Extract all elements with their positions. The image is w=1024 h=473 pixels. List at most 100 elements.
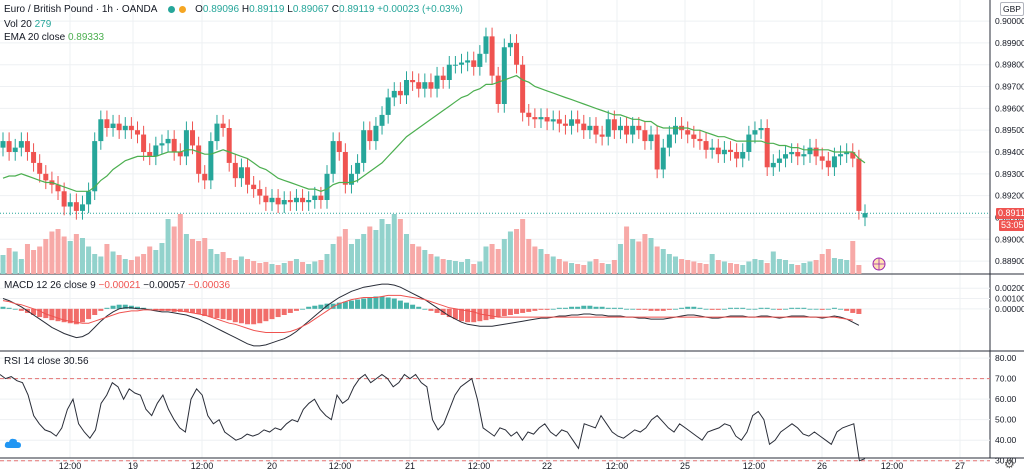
macd-histogram-bar: [300, 308, 306, 310]
macd-histogram-bar: [416, 306, 422, 309]
volume-bar: [73, 234, 79, 274]
macd-histogram-bar: [116, 304, 122, 309]
candle-body: [18, 141, 24, 148]
status-dot-icon-2: [178, 5, 186, 13]
candle-body: [373, 125, 379, 142]
open-value: 0.89096: [202, 4, 240, 15]
status-dot-icon: [167, 5, 175, 13]
volume-bar: [6, 248, 12, 274]
volume-legend[interactable]: Vol 20 279: [4, 19, 51, 31]
macd-histogram-bar: [740, 307, 746, 309]
volume-bar: [18, 259, 24, 274]
rsi-line: [0, 373, 866, 462]
ema-legend[interactable]: EMA 20 close 0.89333: [4, 32, 104, 44]
volume-bar: [281, 263, 287, 274]
candle-body: [844, 152, 850, 155]
rsi-legend[interactable]: RSI 14 close 30.56: [4, 356, 89, 368]
macd-histogram-bar: [813, 308, 819, 310]
volume-bar: [734, 264, 740, 274]
candle-body: [116, 123, 122, 131]
currency-badge[interactable]: GBP: [1000, 2, 1024, 16]
candle-body: [147, 152, 153, 157]
candle-body: [110, 123, 116, 128]
candle-body: [391, 90, 397, 98]
macd-histogram-bar: [67, 308, 73, 324]
candle-body: [336, 141, 342, 152]
macd-histogram-bar: [514, 308, 520, 314]
macd-histogram-bar: [342, 301, 348, 309]
macd-histogram-bar: [434, 308, 440, 313]
volume-bar: [110, 251, 116, 274]
candle-body: [0, 141, 6, 148]
macd-tick-label: 0.00000: [995, 304, 1024, 314]
candle-body: [177, 152, 183, 157]
interval-label[interactable]: 1h: [101, 4, 113, 15]
volume-bar: [459, 262, 465, 274]
volume-bar: [697, 263, 703, 274]
volume-bar: [666, 254, 672, 274]
macd-histogram-bar: [758, 307, 764, 309]
volume-bar: [92, 254, 98, 274]
volume-bar: [581, 265, 587, 274]
candle-body: [434, 75, 440, 89]
volume-bar: [61, 236, 67, 274]
volume-bar: [293, 259, 299, 274]
symbol-name[interactable]: Euro / British Pound: [4, 4, 93, 15]
symbol-legend: Euro / British Pound · 1h · OANDA O0.890…: [4, 4, 463, 15]
time-tick-label: 12:00: [606, 461, 629, 471]
time-tick-label: 27: [955, 461, 965, 471]
volume-bar: [269, 264, 275, 274]
macd-histogram-bar: [86, 308, 92, 320]
candle-body: [465, 60, 471, 63]
candle-body: [24, 141, 30, 152]
macd-histogram-bar: [630, 308, 636, 310]
rsi-tick-label: 30.00: [995, 456, 1017, 466]
macd-histogram-bar: [361, 298, 367, 309]
candle-body: [636, 125, 642, 131]
candle-body: [306, 200, 312, 203]
volume-bar: [245, 259, 251, 274]
volume-bar: [67, 241, 73, 274]
cloud-icon[interactable]: [4, 437, 22, 449]
macd-histogram-bar: [654, 308, 660, 311]
macd-histogram-bar: [263, 308, 269, 322]
macd-histogram-bar: [306, 306, 312, 309]
candle-body: [6, 141, 12, 152]
volume-bar: [660, 249, 666, 274]
volume-bar: [672, 256, 678, 274]
volume-bar: [538, 249, 544, 274]
macd-signal-line: [2, 294, 853, 333]
candle-body: [422, 82, 428, 89]
volume-bar: [825, 249, 831, 274]
volume-bar: [715, 260, 721, 274]
candle-body: [379, 114, 385, 126]
candle-body: [776, 158, 782, 163]
macd-histogram-bar: [336, 302, 342, 309]
macd-histogram-bar: [6, 307, 12, 309]
volume-bar: [501, 239, 507, 274]
candle-body: [208, 141, 214, 181]
high-label: H: [241, 4, 250, 15]
volume-bar: [642, 234, 648, 274]
macd-histogram-bar: [61, 308, 67, 323]
candle-body: [342, 152, 348, 185]
volume-bar: [770, 251, 776, 274]
volume-bar: [385, 224, 391, 274]
candle-body: [92, 141, 98, 192]
candle-body: [471, 60, 477, 67]
macd-histogram-bar: [459, 308, 465, 322]
macd-histogram-bar: [208, 308, 214, 318]
candle-body: [489, 36, 495, 76]
globe-icon[interactable]: [872, 257, 886, 271]
volume-bar: [410, 244, 416, 274]
candle-body: [721, 149, 727, 155]
candle-body: [257, 189, 263, 196]
candle-body: [275, 197, 281, 205]
volume-bar: [312, 261, 318, 274]
volume-bar: [238, 256, 244, 274]
macd-legend[interactable]: MACD 12 26 close 9 −0.00021 −0.00057 −0.…: [4, 280, 230, 292]
candle-body: [599, 134, 605, 137]
volume-bar: [177, 214, 183, 274]
gear-icon[interactable]: ⚙: [1004, 457, 1015, 471]
